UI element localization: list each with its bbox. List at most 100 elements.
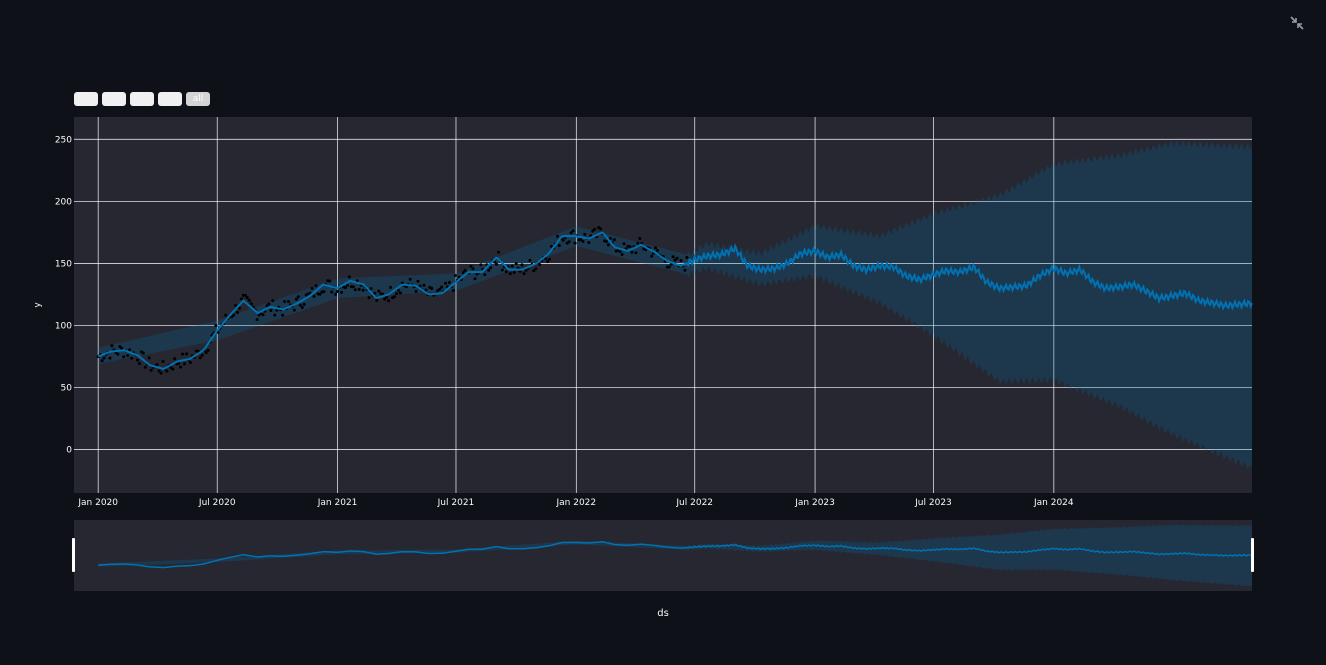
actual-point <box>126 354 130 357</box>
actual-point <box>510 264 514 268</box>
x-tick-label: Jan 2021 <box>317 498 358 508</box>
actual-point <box>330 290 334 294</box>
actual-point <box>622 242 626 246</box>
actual-point <box>471 267 475 271</box>
range-button-2[interactable] <box>102 92 126 106</box>
actual-point <box>351 285 355 289</box>
actual-point <box>169 366 173 369</box>
actual-point <box>591 229 595 233</box>
actual-point <box>604 239 608 243</box>
actual-point <box>422 283 426 287</box>
actual-point <box>571 229 575 233</box>
actual-point <box>267 302 271 306</box>
actual-point <box>538 263 542 266</box>
actual-point <box>389 285 393 289</box>
actual-point <box>461 271 465 275</box>
plot-area[interactable] <box>74 117 1252 493</box>
actual-point <box>361 288 365 292</box>
uncertainty-band <box>98 140 1253 470</box>
actual-point <box>143 365 147 369</box>
actual-point <box>232 313 236 317</box>
actual-point <box>230 315 234 319</box>
actual-point <box>375 298 379 302</box>
actual-point <box>583 232 587 236</box>
actual-point <box>336 290 340 293</box>
actual-point <box>479 263 483 267</box>
actual-point <box>171 367 175 371</box>
actual-point <box>473 277 477 281</box>
x-tick-label: Jul 2021 <box>437 498 475 508</box>
actual-point <box>135 358 139 362</box>
actual-point <box>334 292 338 296</box>
actual-point <box>287 300 290 303</box>
actual-point <box>593 227 597 231</box>
exit-fullscreen-button[interactable] <box>1289 15 1305 31</box>
actual-point <box>310 287 314 290</box>
actual-point <box>546 260 550 264</box>
actual-point <box>650 254 654 258</box>
actual-point <box>581 239 585 243</box>
y-tick-label: 200 <box>55 197 72 207</box>
actual-point <box>185 352 188 356</box>
actual-point <box>395 292 398 295</box>
actual-point <box>177 361 181 365</box>
actual-point <box>116 352 120 356</box>
actual-point <box>122 355 126 359</box>
actual-point <box>685 256 689 259</box>
actual-point <box>451 289 455 292</box>
actual-point <box>396 288 400 292</box>
range-slider-right-handle[interactable] <box>1251 538 1254 572</box>
actual-point <box>438 287 442 291</box>
y-tick-label: 100 <box>55 321 72 331</box>
actual-point <box>369 287 373 291</box>
y-tick-label: 0 <box>66 446 72 456</box>
actual-point <box>487 268 491 272</box>
actual-point <box>292 308 296 312</box>
actual-point <box>483 273 487 277</box>
actual-point <box>679 259 683 262</box>
actual-point <box>283 300 287 303</box>
actual-point <box>628 245 632 249</box>
forecast-trend-line <box>97 231 1253 370</box>
actual-point <box>161 360 165 363</box>
actual-point <box>463 269 467 272</box>
range-button-4[interactable] <box>158 92 182 106</box>
actual-point <box>667 265 671 269</box>
actual-point <box>408 277 412 281</box>
actual-point <box>587 241 591 245</box>
actual-point <box>528 258 532 262</box>
grid <box>74 117 1252 493</box>
actual-point <box>655 249 659 252</box>
actual-point <box>343 286 347 290</box>
actual-point <box>675 256 679 260</box>
mini-band <box>98 524 1253 587</box>
range-slider-left-handle[interactable] <box>72 538 75 572</box>
y-tick-label: 250 <box>55 135 72 145</box>
actual-point <box>261 313 265 317</box>
y-axis-title: y <box>33 302 43 308</box>
actual-point <box>618 250 622 253</box>
actual-point <box>204 351 208 355</box>
actual-point <box>387 299 391 303</box>
range-button-1[interactable] <box>74 92 98 106</box>
actual-point <box>644 248 648 252</box>
actual-point <box>206 348 210 352</box>
actual-point <box>612 238 616 242</box>
range-button-all[interactable]: all <box>186 92 210 106</box>
actual-point <box>271 299 275 303</box>
actual-point <box>157 369 161 373</box>
actual-point <box>275 308 279 312</box>
actual-point <box>654 246 657 250</box>
actual-point <box>314 284 318 288</box>
actual-point <box>508 272 512 276</box>
actual-point <box>561 238 565 242</box>
actual-point <box>179 365 183 369</box>
range-button-3[interactable] <box>130 92 154 106</box>
actual-point <box>444 281 447 285</box>
actual-point <box>159 371 163 375</box>
actual-point <box>414 289 418 293</box>
actual-point <box>322 290 326 294</box>
actual-point <box>520 263 524 267</box>
actual-point <box>214 324 218 328</box>
actual-point <box>504 270 508 274</box>
